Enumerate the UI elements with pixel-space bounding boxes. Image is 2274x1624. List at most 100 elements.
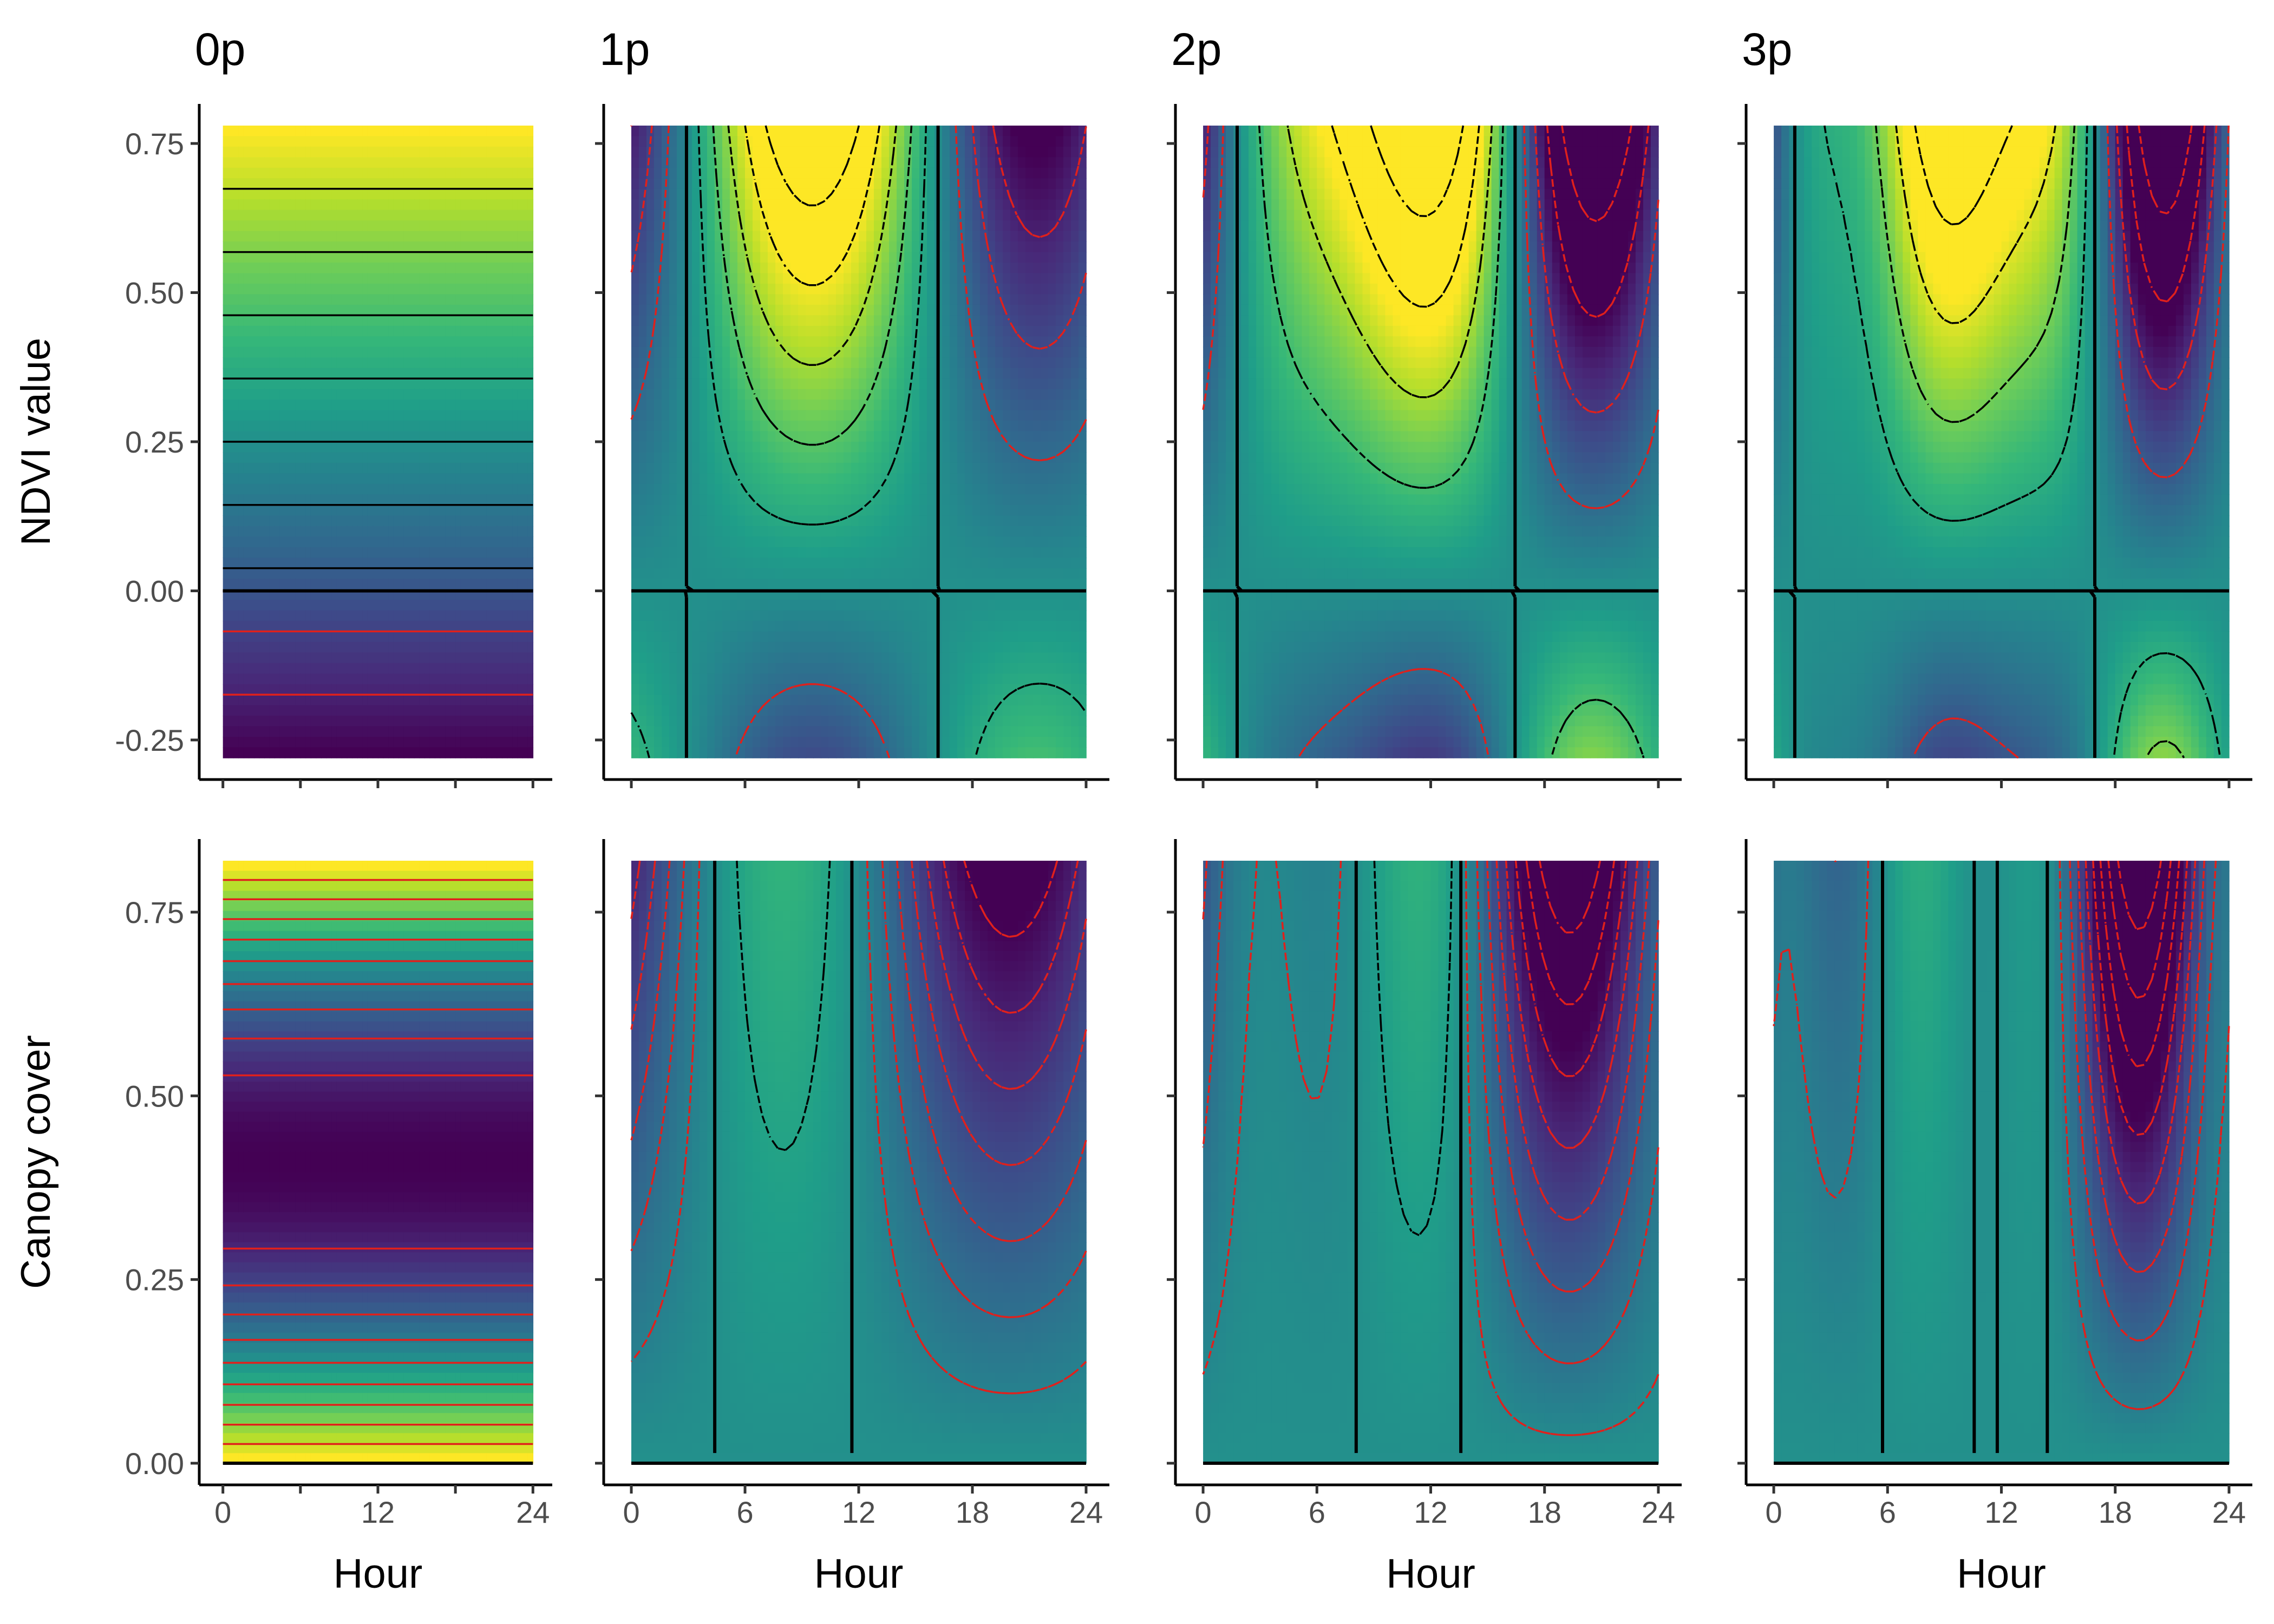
heatmap-cell (492, 442, 497, 453)
heatmap-cell (228, 252, 233, 263)
heatmap-cell (270, 178, 275, 189)
heatmap-cell (244, 515, 249, 526)
heatmap-cell (305, 368, 311, 379)
heatmap-cell (275, 210, 280, 221)
heatmap-cell (337, 231, 342, 242)
heatmap-cell (249, 684, 254, 695)
heatmap-cell (429, 494, 435, 505)
heatmap-cell (362, 252, 368, 263)
heatmap-cell (300, 463, 306, 474)
heatmap-cell (502, 421, 507, 431)
heatmap-cell (466, 252, 471, 263)
heatmap-cell (326, 473, 332, 484)
heatmap-cell (507, 400, 513, 410)
heatmap-cell (280, 642, 285, 653)
heatmap-cell (424, 126, 430, 136)
heatmap-cell (455, 284, 461, 294)
heatmap-cell (450, 410, 456, 421)
heatmap-cell (249, 189, 254, 200)
heatmap-cell (285, 410, 290, 421)
heatmap-cell (476, 305, 481, 316)
heatmap-cell (305, 526, 311, 537)
heatmap-cell (300, 494, 306, 505)
heatmap-cell (378, 336, 383, 347)
heatmap-cell (280, 136, 285, 147)
heatmap-cell (398, 421, 404, 431)
heatmap-cell (311, 494, 316, 505)
heatmap-cell (373, 315, 378, 326)
heatmap-cell (244, 284, 249, 294)
heatmap-cell (270, 305, 275, 316)
heatmap-cell (388, 231, 394, 242)
heatmap-cell (435, 579, 440, 590)
heatmap-cell (419, 178, 424, 189)
heatmap-cell (466, 273, 471, 284)
heatmap-cell (368, 147, 373, 158)
heatmap-cell (466, 241, 471, 252)
heatmap-cell (357, 263, 363, 273)
heatmap-cell (300, 473, 306, 484)
heatmap-cell (429, 273, 435, 284)
heatmap-cell (476, 273, 481, 284)
heatmap-cell (254, 684, 259, 695)
heatmap-cell (528, 168, 533, 179)
heatmap-cell (383, 368, 389, 379)
heatmap-cell (223, 600, 228, 611)
heatmap-cell (476, 157, 481, 168)
heatmap-cell (316, 305, 322, 316)
heatmap-cell (518, 294, 523, 305)
heatmap-cell (228, 168, 233, 179)
heatmap-cell (342, 621, 347, 632)
heatmap-cell (404, 263, 409, 273)
heatmap-cell (492, 241, 497, 252)
heatmap-cell (244, 189, 249, 200)
heatmap-cell (522, 347, 528, 358)
heatmap-cell (280, 210, 285, 221)
heatmap-cell (414, 484, 420, 495)
heatmap-cell (394, 673, 399, 684)
heatmap-cell (383, 652, 389, 663)
heatmap-cell (331, 536, 337, 547)
heatmap-cell (450, 442, 456, 453)
heatmap-cell (311, 600, 316, 611)
heatmap-cell (507, 536, 513, 547)
heatmap-cell (394, 558, 399, 568)
heatmap-cell (357, 189, 363, 200)
heatmap-cell (450, 273, 456, 284)
heatmap-cell (435, 600, 440, 611)
heatmap-cell (352, 400, 357, 410)
heatmap-cell (528, 484, 533, 495)
heatmap-cell (311, 400, 316, 410)
heatmap-cell (476, 294, 481, 305)
heatmap-cell (414, 315, 420, 326)
heatmap-cell (414, 147, 420, 158)
heatmap-cell (295, 400, 300, 410)
heatmap-cell (311, 126, 316, 136)
heatmap-cell (290, 157, 296, 168)
heatmap-cell (378, 126, 383, 136)
heatmap-cell (445, 453, 450, 463)
heatmap-cell (512, 431, 518, 442)
heatmap-cell (471, 642, 476, 653)
heatmap-cell (409, 600, 414, 611)
heatmap-cell (254, 631, 259, 642)
heatmap-cell (466, 652, 471, 663)
heatmap-cell (321, 600, 326, 611)
heatmap-cell (461, 273, 466, 284)
heatmap-cell (492, 336, 497, 347)
heatmap-cell (378, 611, 383, 621)
heatmap-cell (486, 220, 492, 231)
heatmap-cell (378, 410, 383, 421)
heatmap-cell (398, 284, 404, 294)
heatmap-cell (512, 231, 518, 242)
heatmap-cell (409, 252, 414, 263)
heatmap-cell (502, 536, 507, 547)
heatmap-cell (223, 453, 228, 463)
heatmap-cell (429, 536, 435, 547)
heatmap-cell (522, 263, 528, 273)
heatmap-cell (223, 241, 228, 252)
heatmap-cell (295, 315, 300, 326)
heatmap-cell (342, 284, 347, 294)
heatmap-cell (233, 357, 239, 368)
heatmap-cell (424, 220, 430, 231)
